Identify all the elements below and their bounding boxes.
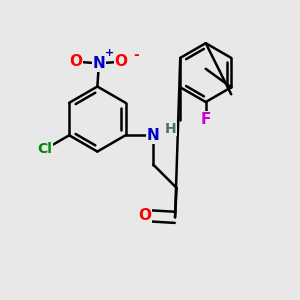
Text: Cl: Cl [38,142,52,156]
Text: H: H [165,122,177,136]
Text: O: O [139,208,152,223]
Text: N: N [147,128,160,143]
Text: N: N [92,56,105,71]
Text: -: - [133,48,139,62]
Text: F: F [200,112,211,127]
Text: O: O [69,54,82,69]
Text: +: + [104,49,114,58]
Text: O: O [115,54,128,69]
